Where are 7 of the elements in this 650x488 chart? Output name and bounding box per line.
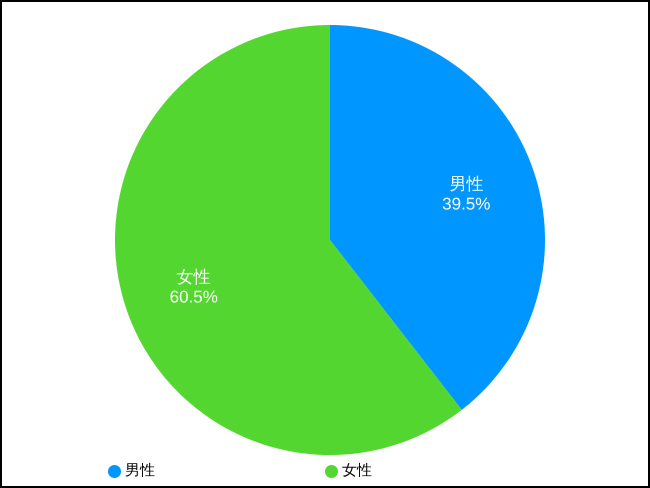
data-label: 60.5%	[170, 288, 218, 307]
data-label: 39.5%	[442, 194, 490, 214]
slice-label: 男性	[449, 174, 484, 194]
pie-slice	[330, 25, 545, 410]
legend-label: 女性	[342, 462, 372, 479]
slice-label: 女性	[176, 268, 211, 287]
legend-label: 男性	[125, 462, 155, 479]
